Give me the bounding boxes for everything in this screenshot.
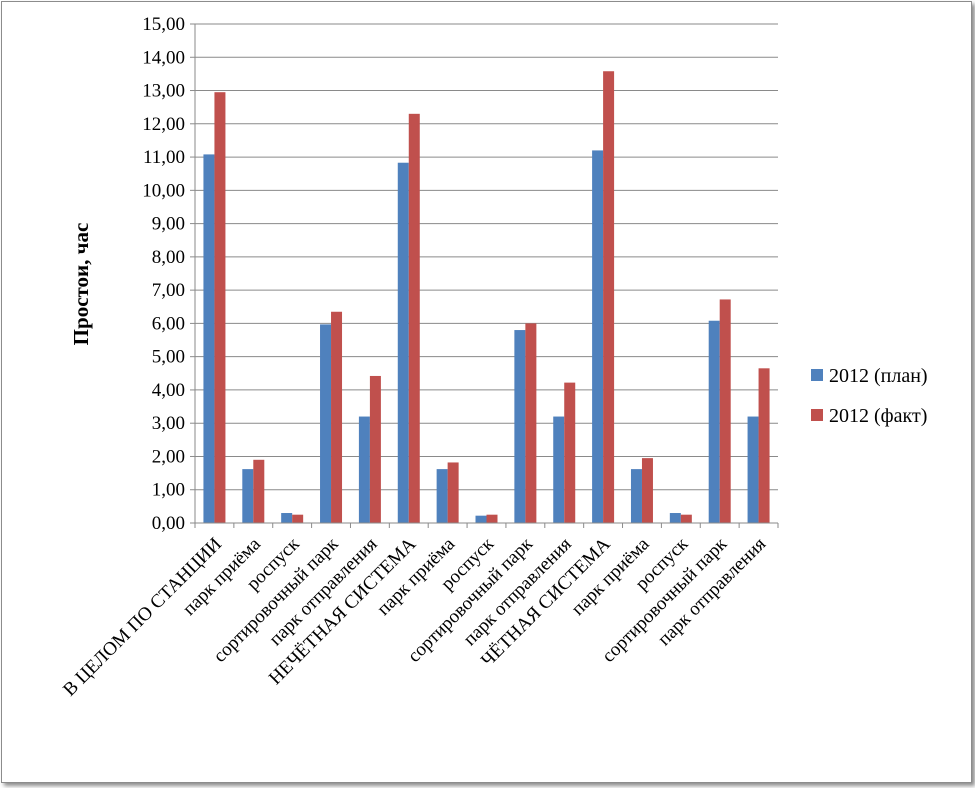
legend: 2012 (план) 2012 (факт) (811, 365, 928, 427)
y-tick-label: 9,00 (152, 214, 185, 235)
axes (194, 24, 779, 528)
bars (203, 71, 770, 524)
bar-plan (514, 330, 526, 523)
bar-plan (320, 324, 332, 523)
bar-plan (669, 513, 681, 523)
bar-fact (369, 375, 381, 523)
bar-plan (475, 515, 487, 523)
bar-fact (758, 368, 770, 523)
bar-plan (592, 150, 604, 523)
bar-fact (680, 514, 692, 523)
y-tick-label: 6,00 (152, 313, 185, 334)
bar-plan (281, 513, 293, 523)
bar-fact (603, 71, 615, 523)
bar-plan (436, 469, 448, 523)
bar-plan (630, 469, 642, 523)
y-tick-label: 7,00 (152, 280, 185, 301)
y-tick-label: 12,00 (142, 114, 185, 135)
y-axis-label: Простои, час (69, 223, 93, 346)
y-tick-labels: 0,00 1,00 2,00 3,00 4,00 5,00 6,00 7,00 8,00 9,00… (142, 14, 185, 534)
bar-fact (641, 458, 653, 523)
bar-plan (553, 416, 565, 523)
bar-fact (214, 92, 226, 524)
legend-swatch (811, 369, 823, 381)
y-tick-label: 14,00 (142, 47, 185, 68)
bar-fact (331, 311, 343, 523)
bar-fact (408, 113, 420, 523)
y-tick-label: 11,00 (143, 147, 185, 168)
legend-label: 2012 (факт) (829, 405, 927, 427)
bar-plan (747, 416, 759, 523)
legend-label: 2012 (план) (829, 365, 928, 387)
y-tick-label: 3,00 (152, 413, 185, 434)
grid-lines (190, 23, 778, 524)
y-tick-label: 13,00 (142, 81, 185, 102)
bar-fact (525, 323, 537, 523)
y-tick-label: 15,00 (142, 14, 185, 35)
y-tick-label: 10,00 (142, 180, 185, 201)
legend-swatch (811, 409, 823, 421)
y-tick-label: 4,00 (152, 380, 185, 401)
bar-plan (358, 416, 370, 523)
y-tick-label: 0,00 (152, 513, 185, 534)
y-tick-label: 8,00 (152, 247, 185, 268)
bar-fact (447, 462, 459, 523)
bar-plan (397, 162, 409, 524)
bar-fact (292, 514, 304, 523)
bar-plan (242, 469, 254, 523)
y-tick-label: 1,00 (152, 480, 185, 501)
bar-fact (564, 382, 576, 523)
bar-plan (708, 320, 720, 523)
y-tick-label: 5,00 (152, 347, 185, 368)
bar-fact (486, 514, 498, 523)
x-tick-label: В ЦЕЛОМ ПО СТАНЦИИ (59, 533, 226, 700)
bar-fact (719, 299, 731, 523)
bar-fact (253, 459, 265, 523)
bar-plan (203, 154, 215, 523)
y-tick-label: 2,00 (152, 446, 185, 467)
